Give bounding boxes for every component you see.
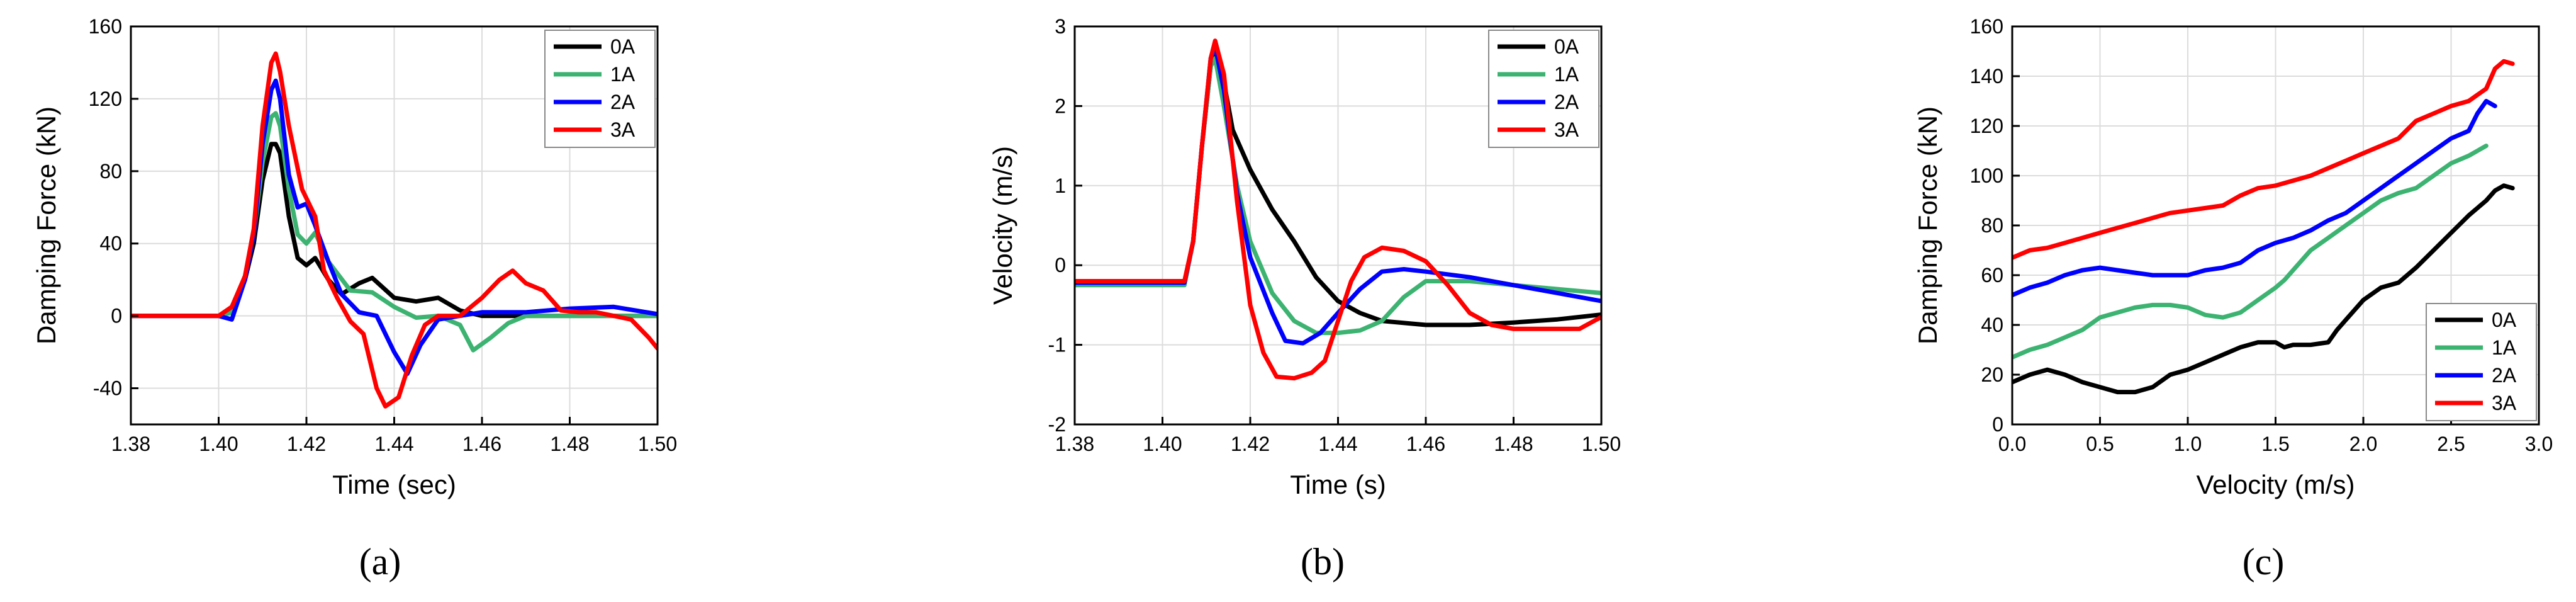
x-tick-label: 1.46 (1406, 433, 1445, 455)
y-tick-label: -40 (93, 377, 122, 400)
legend-label-0A: 0A (1554, 35, 1579, 58)
panel-label-3: (c) (2243, 541, 2285, 582)
x-axis-label: Time (sec) (332, 470, 456, 499)
y-tick-label: 60 (1981, 264, 2003, 287)
y-tick-label: 3 (1055, 15, 1066, 38)
y-axis-label: Damping Force (kN) (1913, 106, 1942, 344)
legend: 0A 1A 2A 3A (1488, 30, 1599, 148)
panel-label-1: (a) (359, 541, 401, 582)
legend: 0A 1A 2A 3A (2426, 303, 2537, 421)
y-tick-label: 160 (89, 15, 122, 38)
y-tick-label: 0 (1055, 254, 1066, 276)
legend: 0A 1A 2A 3A (544, 30, 656, 148)
x-tick-label: 1.44 (374, 433, 413, 455)
y-tick-label: 80 (99, 160, 122, 183)
chart-panel-2: 1.38 1.40 1.42 1.44 1.46 1.48 1.50 -2 -1 0 1 2 3 Time… (988, 15, 1621, 499)
x-axis-label: Velocity (m/s) (2196, 470, 2355, 499)
legend-label-1A: 1A (610, 63, 636, 86)
series-group (1075, 38, 1601, 381)
x-tick-label: 1.42 (1231, 433, 1270, 455)
legend-label-2A: 2A (610, 91, 636, 113)
y-tick-label: -2 (1048, 413, 1066, 436)
y-tick-label: 120 (1970, 115, 2003, 137)
y-tick-label: 0 (111, 305, 122, 327)
series-group (2012, 59, 2515, 395)
legend-label-3A: 3A (610, 118, 636, 141)
x-tick-label: 2.0 (2349, 433, 2377, 455)
x-tick-label: 1.46 (462, 433, 501, 455)
y-tick-label: 0 (1992, 413, 2003, 436)
x-tick-label: 2.5 (2437, 433, 2465, 455)
legend-label-3A: 3A (1554, 118, 1579, 141)
x-tick-label: 1.48 (1494, 433, 1533, 455)
chart-panel-1: 1.38 1.40 1.42 1.44 1.46 1.48 1.50 -40 0 40 80 120 1… (31, 15, 677, 499)
x-tick-label: 0.0 (1998, 433, 2026, 455)
y-tick-label: 20 (1981, 363, 2003, 386)
y-tick-label: 2 (1055, 94, 1066, 117)
series-line-3A (1075, 38, 1601, 381)
series-line-3A (2012, 59, 2515, 260)
series-line-2A (2012, 99, 2497, 298)
legend-label-1A: 1A (2492, 336, 2517, 359)
legend-label-2A: 2A (2492, 364, 2517, 387)
y-tick-label: 1 (1055, 174, 1066, 197)
x-tick-label: 1.38 (1055, 433, 1094, 455)
x-tick-label: 1.42 (287, 433, 326, 455)
legend-label-3A: 3A (2492, 392, 2517, 414)
panel-label-2: (b) (1301, 541, 1345, 582)
series-line-0A (2012, 183, 2515, 395)
x-tick-label: 1.38 (111, 433, 150, 455)
legend-label-2A: 2A (1554, 91, 1579, 113)
y-tick-label: 160 (1970, 15, 2003, 38)
x-tick-label: 0.5 (2086, 433, 2114, 455)
x-tick-label: 3.0 (2525, 433, 2553, 455)
x-tick-label: 1.40 (199, 433, 238, 455)
y-tick-label: -1 (1048, 334, 1066, 356)
y-axis-label: Damping Force (kN) (31, 106, 61, 344)
series-group (131, 51, 658, 409)
y-tick-label: 140 (1970, 65, 2003, 88)
series-line-1A (2012, 144, 2489, 360)
legend-label-0A: 0A (2492, 309, 2517, 331)
series-line-3A (131, 51, 658, 409)
y-tick-label: 80 (1981, 214, 2003, 237)
y-tick-label: 100 (1970, 164, 2003, 187)
x-tick-label: 1.5 (2261, 433, 2289, 455)
x-tick-label: 1.50 (638, 433, 677, 455)
x-tick-label: 1.0 (2174, 433, 2202, 455)
y-tick-label: 40 (1981, 314, 2003, 336)
x-tick-label: 1.48 (550, 433, 589, 455)
y-axis-label: Velocity (m/s) (988, 146, 1017, 305)
legend-label-0A: 0A (610, 35, 636, 58)
y-tick-label: 120 (89, 88, 122, 110)
chart-panel-3: 0.0 0.5 1.0 1.5 2.0 2.5 3.0 0 20 40 60 80 100 120 140 1… (1913, 15, 2553, 499)
y-tick-label: 40 (99, 232, 122, 255)
x-tick-label: 1.44 (1318, 433, 1357, 455)
x-tick-label: 1.40 (1143, 433, 1182, 455)
x-tick-label: 1.50 (1582, 433, 1621, 455)
legend-label-1A: 1A (1554, 63, 1579, 86)
x-axis-label: Time (s) (1290, 470, 1386, 499)
